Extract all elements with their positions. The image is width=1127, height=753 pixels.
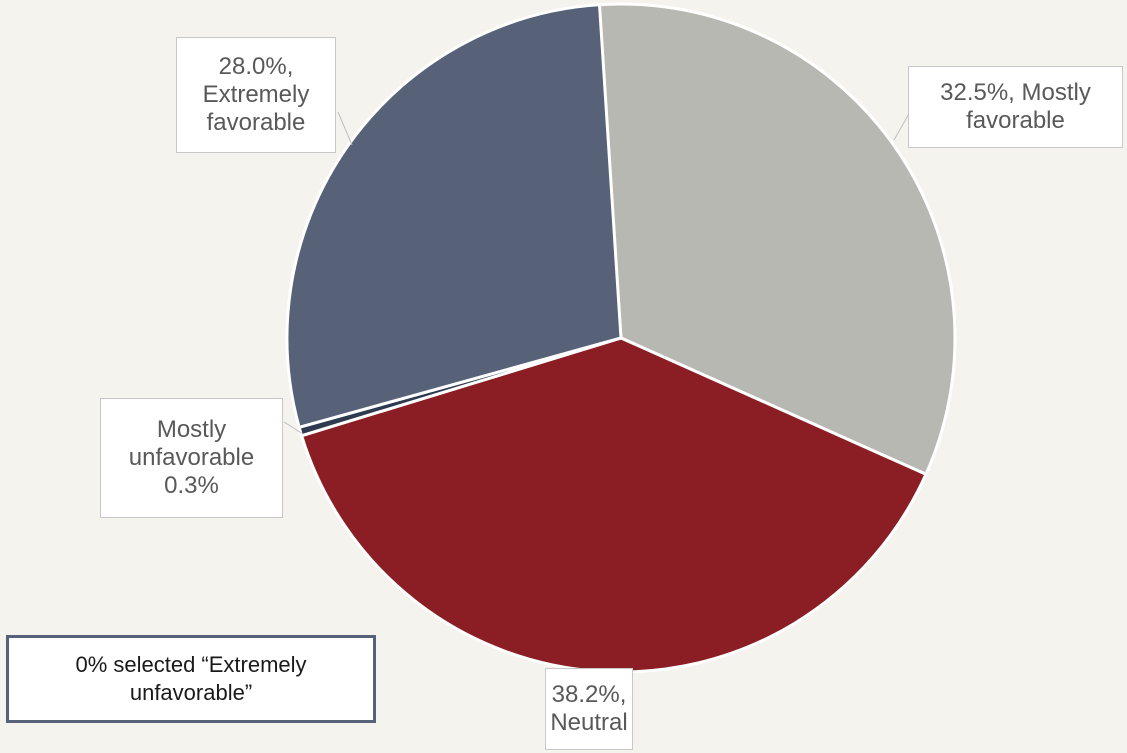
- data-label-text: 0.3%: [164, 472, 219, 499]
- data-label-text: favorable: [966, 107, 1065, 134]
- data-label-text: Mostly: [156, 416, 227, 443]
- data-label-text: unfavorable: [128, 444, 255, 471]
- data-label-mostly-unfavorable: Mostly unfavorable 0.3%: [100, 398, 283, 518]
- leader-line-extremely-favorable: [337, 111, 353, 146]
- note-text: unfavorable”: [129, 680, 253, 705]
- data-label-neutral: 38.2%, Neutral: [545, 668, 633, 750]
- leader-line-mostly-favorable: [893, 111, 911, 141]
- note-text: 0% selected “Extremely: [75, 652, 307, 677]
- leader-line-mostly-unfavorable: [283, 421, 304, 435]
- data-label-text: 28.0%,: [218, 53, 294, 80]
- data-label-extremely-favorable: 28.0%, Extremely favorable: [176, 37, 336, 153]
- data-label-text: Neutral: [550, 709, 628, 736]
- data-label-text: favorable: [206, 109, 306, 136]
- pie-slice-mostly-favorable: [595, 2, 957, 477]
- note-box: 0% selected “Extremely unfavorable”: [6, 635, 376, 723]
- data-label-text: 32.5%, Mostly: [940, 79, 1091, 106]
- data-label-text: Extremely: [202, 81, 310, 108]
- data-label-mostly-favorable: 32.5%, Mostly favorable: [908, 66, 1123, 148]
- pie-slice-extremely-favorable: [285, 3, 623, 430]
- data-label-text: 38.2%,: [551, 681, 627, 708]
